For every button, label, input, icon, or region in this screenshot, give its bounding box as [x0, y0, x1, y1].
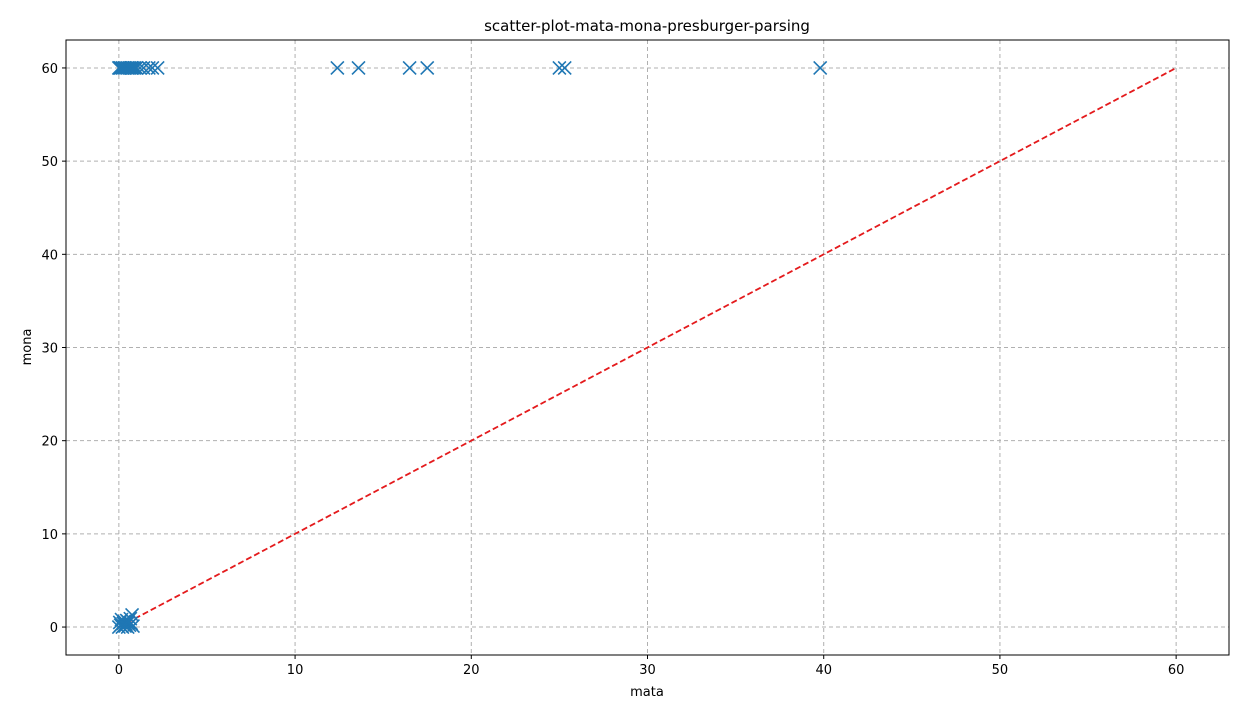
- data-point: [129, 60, 144, 76]
- y-tick-label: 20: [41, 435, 58, 450]
- axis-ticks: 0 10 20 30 40 50 60 0 10 20 30 40 50 60: [41, 62, 1184, 678]
- data-point: [122, 60, 137, 76]
- diagonal-line: [118, 67, 1177, 628]
- y-tick-label: 0: [50, 621, 58, 636]
- data-point: [150, 60, 165, 76]
- x-tick-label: 10: [287, 663, 304, 678]
- data-point: [813, 60, 828, 76]
- y-tick-label: 30: [41, 342, 58, 357]
- y-tick-label: 10: [41, 528, 58, 543]
- x-tick-label: 60: [1168, 663, 1185, 678]
- data-point: [402, 60, 417, 76]
- y-axis-label: mona: [20, 329, 35, 366]
- chart-title: scatter-plot-mata-mona-presburger-parsin…: [484, 17, 810, 35]
- x-axis-label: mata: [630, 685, 664, 700]
- data-point: [351, 60, 366, 76]
- x-tick-label: 0: [115, 663, 123, 678]
- y-tick-label: 60: [41, 62, 58, 77]
- data-point: [557, 60, 572, 76]
- data-point: [120, 614, 135, 629]
- data-point: [420, 60, 435, 76]
- data-point: [330, 60, 345, 76]
- y-tick-label: 50: [41, 155, 58, 170]
- x-tick-label: 20: [463, 663, 480, 678]
- data-point: [552, 60, 567, 76]
- y-tick-label: 40: [41, 248, 58, 263]
- data-point: [125, 607, 140, 622]
- data-point: [125, 60, 141, 76]
- diagonal-reference-line: [118, 67, 1177, 628]
- x-tick-label: 40: [815, 663, 832, 678]
- data-point: [145, 60, 160, 76]
- x-tick-label: 50: [992, 663, 1009, 678]
- data-points: [111, 60, 828, 635]
- x-tick-label: 30: [639, 663, 656, 678]
